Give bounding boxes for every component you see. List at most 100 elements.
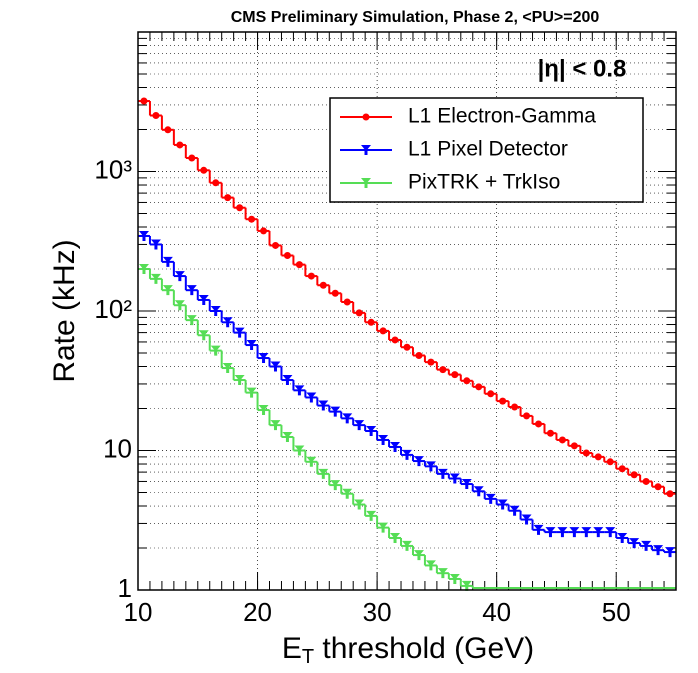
marker bbox=[283, 251, 291, 259]
marker bbox=[366, 425, 377, 436]
marker bbox=[186, 315, 197, 326]
marker bbox=[581, 527, 592, 538]
marker bbox=[449, 573, 460, 584]
marker bbox=[558, 436, 566, 444]
marker bbox=[390, 532, 401, 543]
marker bbox=[186, 285, 197, 296]
x-label-subscript: T bbox=[302, 646, 314, 668]
marker bbox=[270, 361, 281, 372]
y-tick-label: 10² bbox=[94, 294, 132, 324]
legend-label: PixTRK + TrkIso bbox=[408, 171, 560, 194]
marker bbox=[138, 230, 149, 241]
marker bbox=[343, 298, 351, 306]
marker bbox=[509, 505, 520, 516]
marker bbox=[330, 480, 341, 491]
marker bbox=[653, 545, 664, 556]
marker bbox=[162, 256, 173, 267]
marker bbox=[666, 490, 674, 498]
marker bbox=[413, 456, 424, 467]
x-tick-label: 20 bbox=[243, 597, 272, 627]
marker bbox=[641, 540, 652, 551]
marker bbox=[246, 340, 257, 351]
marker bbox=[557, 527, 568, 538]
marker bbox=[294, 385, 305, 396]
marker bbox=[318, 468, 329, 479]
marker bbox=[439, 366, 447, 374]
marker bbox=[593, 527, 604, 538]
marker bbox=[475, 383, 483, 391]
marker bbox=[569, 527, 580, 538]
marker bbox=[361, 145, 371, 155]
marker bbox=[521, 514, 532, 525]
marker bbox=[437, 468, 448, 479]
marker bbox=[294, 445, 305, 456]
marker bbox=[282, 375, 293, 386]
marker bbox=[319, 281, 327, 289]
marker bbox=[150, 239, 161, 250]
marker bbox=[437, 568, 448, 579]
marker bbox=[533, 524, 544, 535]
marker bbox=[342, 413, 353, 424]
marker bbox=[354, 420, 365, 431]
marker bbox=[248, 215, 256, 223]
marker bbox=[451, 371, 459, 379]
marker bbox=[150, 273, 161, 284]
marker bbox=[449, 473, 460, 484]
marker bbox=[463, 377, 471, 385]
marker bbox=[355, 309, 363, 317]
marker bbox=[535, 420, 543, 428]
y-tick-label: 1 bbox=[118, 573, 132, 603]
x-tick-label: 30 bbox=[363, 597, 392, 627]
marker bbox=[594, 453, 602, 461]
marker bbox=[354, 499, 365, 510]
marker bbox=[224, 194, 232, 202]
marker bbox=[629, 538, 640, 549]
marker bbox=[497, 499, 508, 510]
x-axis-label: ET threshold (GeV) bbox=[282, 632, 534, 668]
marker bbox=[164, 126, 172, 134]
marker bbox=[342, 488, 353, 499]
marker bbox=[367, 318, 375, 326]
marker bbox=[198, 330, 209, 341]
marker bbox=[260, 227, 268, 235]
marker bbox=[306, 392, 317, 403]
marker bbox=[222, 363, 233, 374]
marker bbox=[402, 540, 412, 551]
marker bbox=[152, 112, 160, 120]
y-axis-label: Rate (kHz) bbox=[48, 239, 81, 382]
marker bbox=[545, 527, 556, 538]
marker bbox=[425, 461, 436, 472]
marker bbox=[425, 560, 436, 571]
marker bbox=[307, 272, 315, 280]
marker bbox=[330, 406, 341, 417]
marker bbox=[415, 351, 423, 359]
marker bbox=[473, 486, 484, 497]
marker bbox=[174, 300, 185, 311]
marker bbox=[210, 345, 221, 356]
annotation: |η| < 0.8 bbox=[538, 55, 627, 82]
marker bbox=[200, 166, 208, 174]
marker bbox=[461, 479, 472, 490]
marker bbox=[511, 403, 519, 411]
marker bbox=[174, 271, 185, 282]
marker bbox=[642, 477, 650, 485]
marker bbox=[212, 179, 220, 187]
marker bbox=[413, 550, 424, 561]
x-tick-label: 40 bbox=[482, 597, 511, 627]
y-tick-label: 10 bbox=[103, 433, 132, 463]
legend-label: L1 Electron-Gamma bbox=[408, 105, 596, 128]
marker bbox=[546, 429, 554, 437]
marker bbox=[378, 434, 389, 445]
marker bbox=[427, 358, 435, 366]
marker bbox=[138, 264, 149, 275]
marker bbox=[618, 465, 626, 473]
marker bbox=[499, 397, 507, 405]
marker bbox=[402, 449, 412, 460]
marker bbox=[605, 527, 616, 538]
marker bbox=[210, 306, 221, 316]
marker bbox=[271, 241, 279, 249]
marker bbox=[391, 336, 399, 344]
x-label-symbol: E bbox=[282, 632, 302, 665]
marker bbox=[198, 294, 209, 305]
